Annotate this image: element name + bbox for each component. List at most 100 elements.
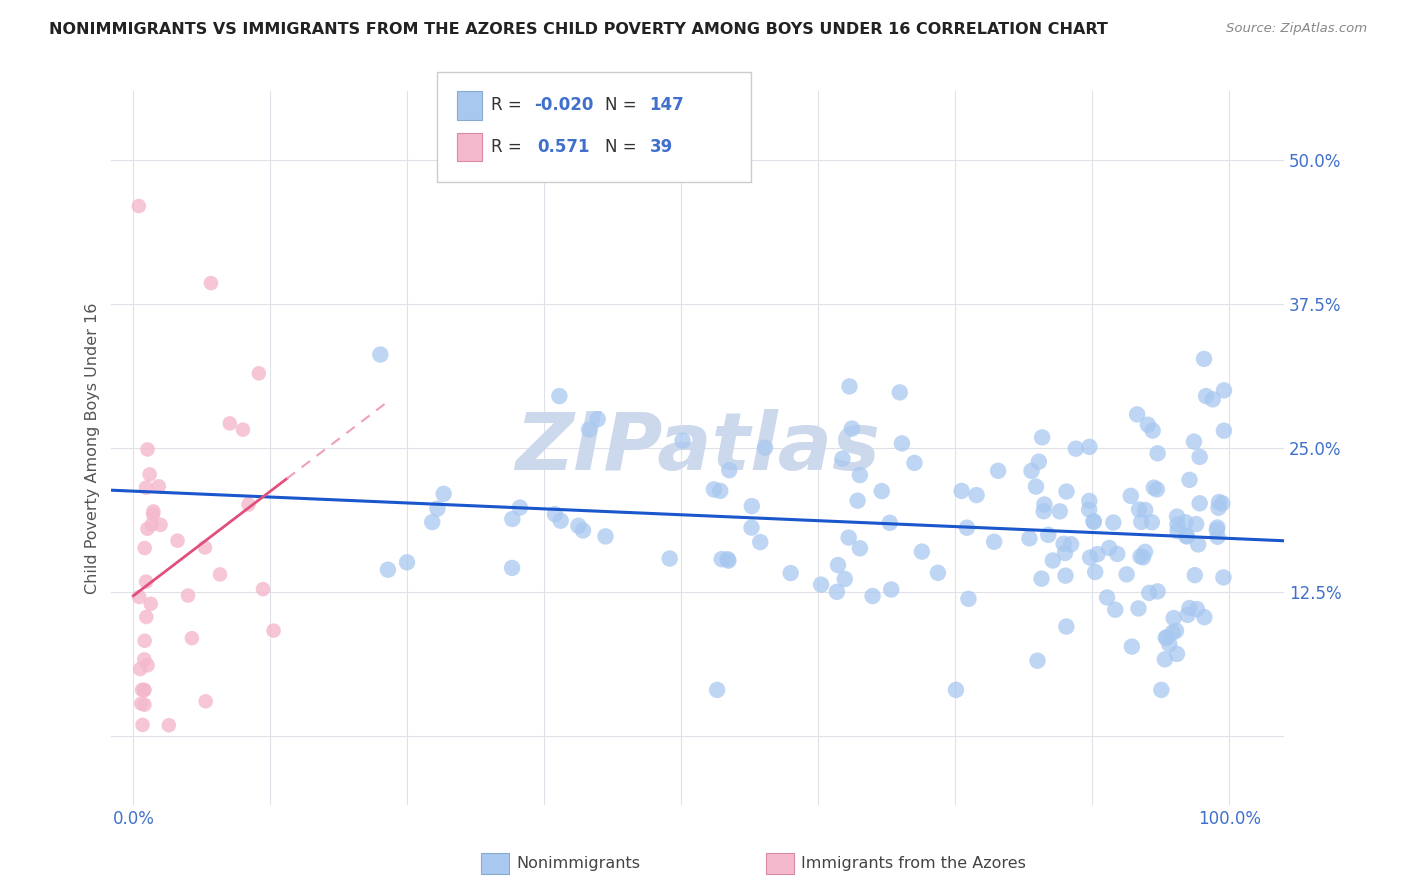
Point	[1166, 509, 1188, 524]
Point	[911, 544, 934, 558]
Point	[1167, 517, 1189, 532]
Point	[846, 493, 869, 508]
Point	[1056, 484, 1078, 499]
Point	[131, 697, 153, 711]
Point	[1107, 547, 1129, 561]
Point	[208, 567, 231, 582]
Point	[1083, 514, 1105, 528]
Point	[741, 520, 763, 534]
Text: NONIMMIGRANTS VS IMMIGRANTS FROM THE AZORES CHILD POVERTY AMONG BOYS UNDER 16 CO: NONIMMIGRANTS VS IMMIGRANTS FROM THE AZO…	[49, 22, 1108, 37]
Point	[396, 555, 419, 569]
Text: R =: R =	[491, 96, 527, 114]
Point	[1060, 537, 1083, 551]
Text: 39: 39	[650, 138, 673, 156]
Point	[1185, 602, 1208, 616]
Point	[1052, 537, 1074, 551]
Point	[957, 591, 980, 606]
Point	[1119, 489, 1142, 503]
Point	[129, 662, 152, 676]
Point	[1064, 442, 1087, 456]
Point	[1178, 473, 1201, 487]
Point	[779, 566, 801, 580]
Point	[1083, 515, 1105, 529]
Point	[1095, 591, 1118, 605]
Point	[1187, 537, 1209, 551]
Point	[862, 589, 884, 603]
Point	[1212, 570, 1234, 584]
Point	[135, 481, 157, 495]
Point	[1150, 682, 1173, 697]
Point	[142, 508, 165, 522]
Point	[1032, 504, 1054, 518]
Point	[1054, 619, 1077, 633]
Point	[1146, 446, 1168, 460]
Point	[950, 483, 973, 498]
Point	[1166, 647, 1188, 661]
Point	[710, 552, 733, 566]
Point	[1206, 530, 1229, 544]
Point	[1078, 550, 1101, 565]
Point	[1188, 450, 1211, 464]
Point	[194, 541, 217, 555]
Point	[1021, 464, 1043, 478]
Point	[1182, 434, 1205, 449]
Point	[658, 551, 681, 566]
Point	[1130, 515, 1153, 529]
Point	[180, 631, 202, 645]
Point	[1078, 502, 1101, 516]
Point	[1104, 603, 1126, 617]
Point	[1049, 504, 1071, 518]
Point	[718, 463, 741, 477]
Point	[1163, 611, 1185, 625]
Point	[706, 682, 728, 697]
Point	[509, 500, 531, 515]
Point	[890, 436, 912, 450]
Point	[841, 421, 863, 435]
Point	[754, 441, 776, 455]
Point	[544, 507, 567, 521]
Point	[983, 534, 1005, 549]
Point	[838, 379, 860, 393]
Point	[879, 516, 901, 530]
Point	[252, 582, 274, 596]
Point	[142, 504, 165, 518]
Point	[1140, 515, 1163, 529]
Point	[1164, 624, 1187, 638]
Point	[1136, 417, 1159, 432]
Point	[1031, 430, 1053, 444]
Point	[377, 563, 399, 577]
Point	[166, 533, 188, 548]
Point	[134, 541, 156, 555]
Point	[1115, 567, 1137, 582]
Point	[1128, 601, 1150, 615]
Point	[1033, 498, 1056, 512]
Point	[1026, 654, 1049, 668]
Point	[134, 652, 156, 666]
Text: N =: N =	[605, 138, 641, 156]
Point	[1192, 351, 1215, 366]
Point	[200, 276, 222, 290]
Text: 0.571: 0.571	[537, 138, 589, 156]
Point	[501, 512, 523, 526]
Point	[903, 456, 925, 470]
Point	[128, 199, 150, 213]
Point	[134, 633, 156, 648]
Point	[1078, 440, 1101, 454]
Point	[426, 501, 449, 516]
Point	[232, 423, 254, 437]
Point	[134, 698, 156, 712]
Point	[572, 524, 595, 538]
Point	[880, 582, 903, 597]
Point	[1146, 584, 1168, 599]
Point	[671, 434, 693, 448]
Point	[810, 577, 832, 591]
Point	[1042, 553, 1064, 567]
Point	[136, 522, 159, 536]
Point	[1213, 424, 1236, 438]
Point	[709, 483, 731, 498]
Point	[1175, 528, 1198, 542]
Point	[139, 597, 162, 611]
Point	[716, 552, 738, 566]
Point	[1142, 424, 1164, 438]
Point	[1121, 640, 1143, 654]
